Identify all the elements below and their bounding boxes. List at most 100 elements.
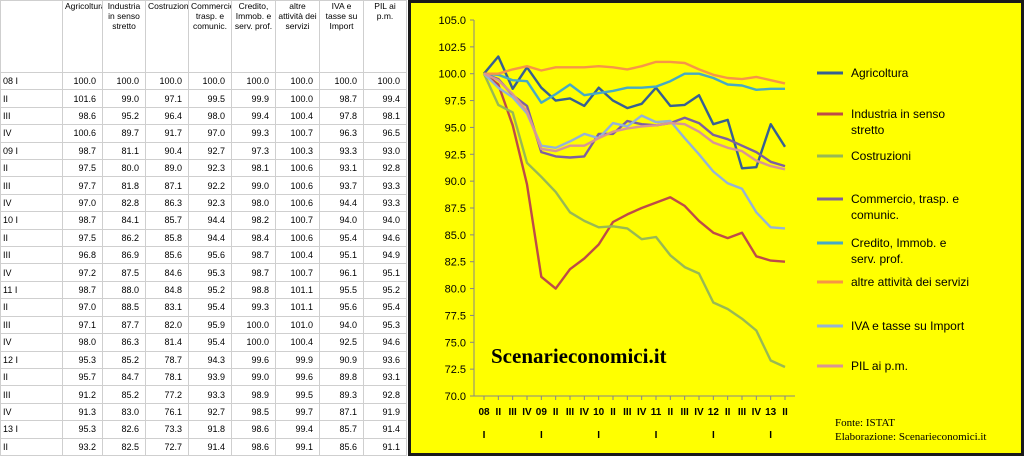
x-tick-label: 09: [536, 407, 548, 418]
x-tick-label: II: [610, 407, 616, 418]
value-cell: 100.7: [275, 124, 320, 143]
period-cell: 09 I: [0, 141, 63, 161]
x-tick-label: IV: [580, 407, 590, 418]
table-row: II 95.7 84.7 78.1 93.9 99.0 99.6 89.8 93.1: [0, 367, 407, 387]
value-cell: 95.4: [188, 333, 232, 352]
x-year-marker: I: [540, 430, 543, 441]
value-cell: 92.7: [188, 402, 232, 422]
credit-text: Elaborazione: Scenarieconomici.it: [835, 431, 987, 443]
value-cell: 98.6: [231, 420, 276, 439]
value-cell: 93.1: [319, 159, 364, 178]
x-year-marker: I: [769, 430, 772, 441]
value-cell: 85.2: [102, 385, 146, 404]
value-cell: 84.8: [145, 280, 189, 300]
value-cell: 92.3: [188, 159, 232, 178]
x-tick-label: II: [725, 407, 731, 418]
series-line: [483, 72, 786, 290]
legend-label: IVA e tasse su Import: [851, 319, 965, 333]
value-cell: 88.5: [102, 298, 146, 317]
value-cell: 97.0: [62, 193, 103, 213]
y-tick-label: 75.0: [445, 337, 466, 349]
value-cell: 98.6: [62, 106, 103, 126]
header-cell: Costruzioni: [145, 0, 189, 73]
table-row: III 91.2 85.2 77.2 93.3 98.9 99.5 89.3 92.8: [0, 385, 407, 404]
value-cell: 92.5: [319, 333, 364, 352]
value-cell: 99.7: [275, 402, 320, 422]
value-cell: 97.0: [188, 124, 232, 143]
value-cell: 91.1: [363, 437, 407, 456]
value-cell: 95.3: [188, 263, 232, 282]
table-row: III 96.8 86.9 85.6 95.6 98.7 100.4 95.1 94.9: [0, 246, 407, 265]
value-cell: 100.0: [231, 315, 276, 335]
value-cell: 93.1: [363, 367, 407, 387]
table-row: III 97.7 81.8 87.1 92.2 99.0 100.6 93.7 93.3: [0, 176, 407, 195]
table-row: IV 98.0 86.3 81.4 95.4 100.0 100.4 92.5 94.6: [0, 333, 407, 352]
value-cell: 98.1: [363, 106, 407, 126]
period-cell: 10 I: [0, 211, 63, 230]
line-chart: 105.0 102.5 100.0 97.5 95.0 92.5 90.0 87.5 85.0 8…: [438, 15, 987, 443]
table-body: 08 I 100.0 100.0 100.0 100.0 100.0 100.0 100.0 1…: [0, 71, 407, 456]
value-cell: 82.5: [102, 437, 146, 456]
table-row: II 93.2 82.5 72.7 91.4 98.6 99.1 85.6 91.1: [0, 437, 407, 456]
period-cell: III: [0, 176, 63, 195]
y-tick-label: 95.0: [445, 122, 466, 134]
y-tick-label: 85.0: [445, 230, 466, 242]
value-cell: 84.6: [145, 263, 189, 282]
value-cell: 93.7: [319, 176, 364, 195]
value-cell: 87.7: [102, 315, 146, 335]
value-cell: 98.2: [231, 211, 276, 230]
period-cell: IV: [0, 263, 63, 282]
period-cell: II: [0, 89, 63, 108]
x-tick-label: 10: [593, 407, 605, 418]
value-cell: 91.3: [62, 402, 103, 422]
x-tick-label: IV: [522, 407, 532, 418]
legend-label: Commercio, trasp. e: [851, 192, 959, 206]
table-row: IV 97.0 82.8 86.3 92.3 98.0 100.6 94.4 93.3: [0, 193, 407, 213]
value-cell: 82.6: [102, 420, 146, 439]
x-tick-label: III: [566, 407, 575, 418]
y-tick-label: 92.5: [445, 149, 466, 161]
value-cell: 98.7: [231, 246, 276, 265]
y-tick-label: 77.5: [445, 310, 466, 322]
value-cell: 100.6: [275, 159, 320, 178]
value-cell: 100.0: [363, 71, 407, 91]
value-cell: 92.8: [363, 385, 407, 404]
value-cell: 95.6: [188, 246, 232, 265]
value-cell: 99.9: [275, 350, 320, 369]
value-cell: 99.4: [231, 106, 276, 126]
series-line: [484, 60, 786, 85]
value-cell: 95.4: [188, 298, 232, 317]
value-cell: 96.3: [319, 124, 364, 143]
value-cell: 95.4: [319, 228, 364, 248]
value-cell: 89.3: [319, 385, 364, 404]
table-row: 08 I 100.0 100.0 100.0 100.0 100.0 100.0 100.0 1…: [0, 71, 407, 91]
value-cell: 100.6: [62, 124, 103, 143]
value-cell: 82.8: [102, 193, 146, 213]
header-cell-period: [0, 0, 63, 73]
table-row: II 97.0 88.5 83.1 95.4 99.3 101.1 95.6 95.4: [0, 298, 407, 317]
y-tick-label: 80.0: [445, 284, 466, 296]
table-row: II 97.5 86.2 85.8 94.4 98.4 100.6 95.4 94.6: [0, 228, 407, 248]
value-cell: 95.2: [363, 280, 407, 300]
value-cell: 95.2: [102, 106, 146, 126]
value-cell: 96.4: [145, 106, 189, 126]
header-cell: Industria in senso stretto: [102, 0, 146, 73]
value-cell: 95.5: [319, 280, 364, 300]
value-cell: 99.3: [231, 298, 276, 317]
value-cell: 94.6: [363, 228, 407, 248]
value-cell: 93.3: [363, 176, 407, 195]
value-cell: 91.2: [62, 385, 103, 404]
value-cell: 98.7: [319, 89, 364, 108]
period-cell: III: [0, 385, 63, 404]
y-tick-label: 87.5: [445, 203, 466, 215]
y-axis: 105.0 102.5 100.0 97.5 95.0 92.5 90.0 87.5 85.0 8…: [438, 15, 475, 403]
value-cell: 97.1: [145, 89, 189, 108]
value-cell: 100.7: [275, 211, 320, 230]
table-row: IV 97.2 87.5 84.6 95.3 98.7 100.7 96.1 95.1: [0, 263, 407, 282]
value-cell: 95.3: [62, 350, 103, 369]
period-cell: IV: [0, 193, 63, 213]
y-tick-label: 70.0: [445, 391, 466, 403]
value-cell: 98.0: [62, 333, 103, 352]
value-cell: 100.7: [275, 263, 320, 282]
value-cell: 94.9: [363, 246, 407, 265]
